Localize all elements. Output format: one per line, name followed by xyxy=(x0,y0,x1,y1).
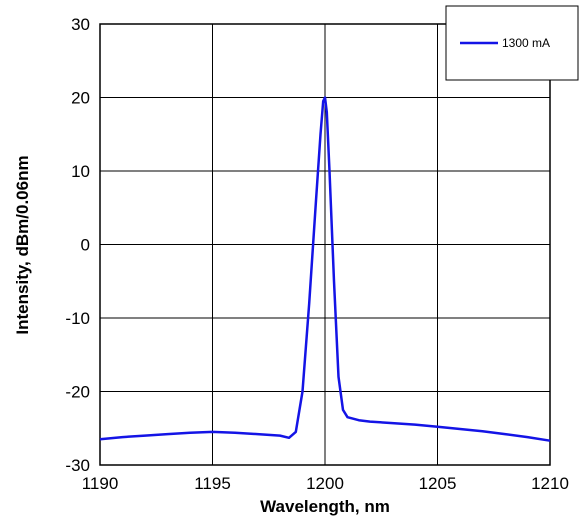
x-tick-label-4: 1210 xyxy=(531,474,569,493)
y-tick-labels: 30 20 10 0 -10 -20 -30 xyxy=(65,15,90,475)
legend-label-1300ma: 1300 mA xyxy=(502,36,550,50)
x-tick-label-2: 1200 xyxy=(306,474,344,493)
y-tick-label-1: 20 xyxy=(71,89,90,108)
x-tick-label-0: 1190 xyxy=(82,474,119,493)
grid xyxy=(99,23,551,466)
y-tick-label-5: -20 xyxy=(65,383,90,402)
y-axis-title: Intensity, dBm/0.06nm xyxy=(13,155,32,334)
y-tick-label-4: -10 xyxy=(65,309,90,328)
y-tick-label-6: -30 xyxy=(65,456,90,475)
legend: 1300 mA xyxy=(445,5,579,81)
series-layer xyxy=(99,96,551,442)
x-tick-label-3: 1205 xyxy=(419,474,457,493)
y-tick-label-0: 30 xyxy=(71,15,90,34)
series-line-0 xyxy=(99,96,551,442)
x-tick-labels: 1190 1195 1200 1205 1210 xyxy=(82,474,569,493)
y-tick-label-3: 0 xyxy=(81,236,90,255)
x-axis-title: Wavelength, nm xyxy=(260,497,390,516)
plot-frame xyxy=(99,23,551,466)
x-tick-label-1: 1195 xyxy=(194,474,231,493)
y-tick-label-2: 10 xyxy=(71,162,90,181)
